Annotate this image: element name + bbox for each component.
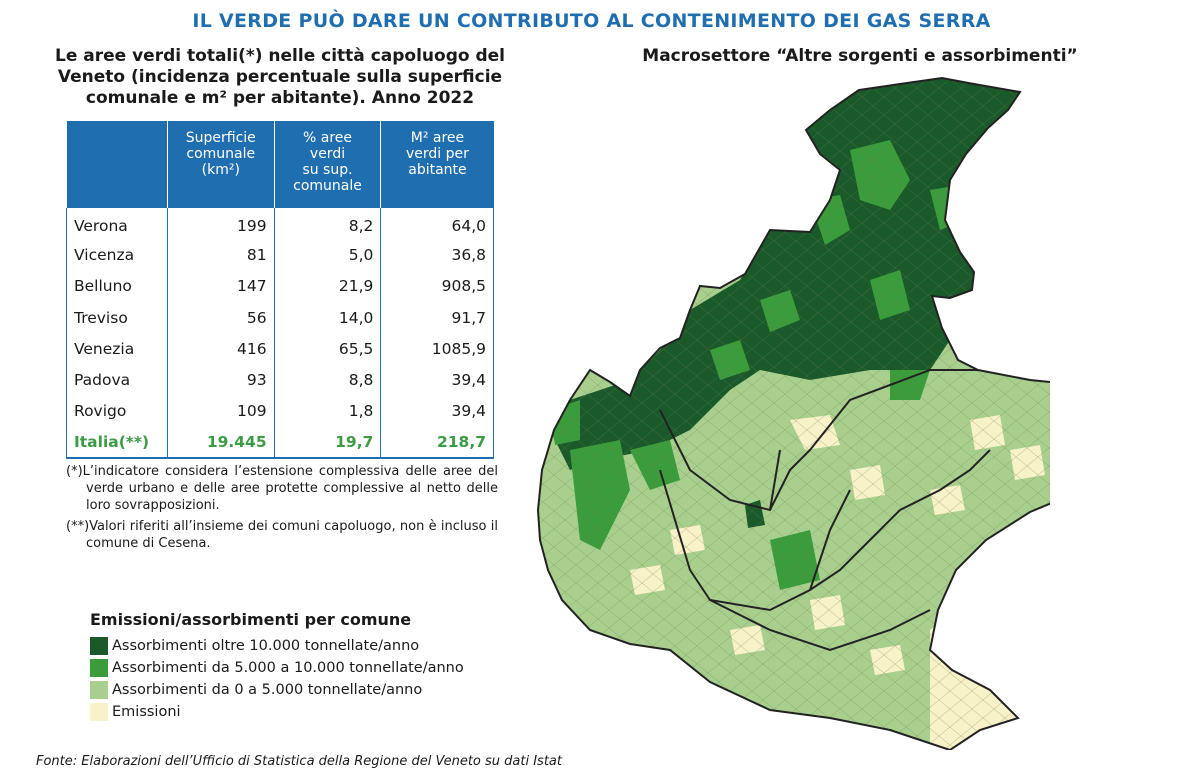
cell-green-m2: 39,4 [380,364,494,396]
cell-green-pct: 8,8 [274,364,382,396]
column-header-green-m2: M² aree verdi per abitante [380,121,494,208]
table-row: Verona 199 8,2 64,0 [66,208,494,240]
legend-swatch [90,681,108,699]
cell-green-pct: 8,2 [274,208,382,240]
legend-item: Assorbimenti oltre 10.000 tonnellate/ann… [90,635,464,657]
veneto-map [536,76,1050,750]
cell-surface: 147 [167,270,275,302]
cell-surface: 416 [167,333,275,365]
table-row: Belluno 147 21,9 908,5 [66,270,494,302]
green-areas-table: Superficie comunale (km²) % aree verdi s… [66,121,494,460]
table-row-total: Italia(**) 19.445 19,7 218,7 [66,427,494,460]
footnote-2: (**)Valori riferiti all’insieme dei comu… [66,519,498,551]
legend-title: Emissioni/assorbimenti per comune [90,610,412,629]
cell-city: Rovigo [66,395,168,428]
legend-item: Assorbimenti da 5.000 a 10.000 tonnellat… [90,657,464,679]
cell-surface: 81 [167,239,275,271]
table-row: Venezia 416 65,5 1085,9 [66,333,494,365]
cell-city: Vicenza [66,239,168,271]
cell-green-pct: 19,7 [274,427,382,460]
source-note: Fonte: Elaborazioni dell’Ufficio di Stat… [36,754,562,769]
legend-label: Assorbimenti oltre 10.000 tonnellate/ann… [112,638,420,654]
cell-surface: 19.445 [167,427,275,460]
cell-city: Verona [66,208,168,240]
cell-city: Padova [66,364,168,396]
cell-green-pct: 5,0 [274,239,382,271]
legend-item: Assorbimenti da 0 a 5.000 tonnellate/ann… [90,679,464,701]
main-title: IL VERDE PUÒ DARE UN CONTRIBUTO AL CONTE… [192,10,991,32]
legend-label: Emissioni [112,704,181,720]
cell-green-m2: 908,5 [380,270,494,302]
cell-surface: 56 [167,301,275,334]
table-row: Rovigo 109 1,8 39,4 [66,395,494,428]
legend-item: Emissioni [90,701,464,723]
cell-green-pct: 65,5 [274,333,382,365]
legend-label: Assorbimenti da 0 a 5.000 tonnellate/ann… [112,682,423,698]
map-title: Macrosettore “Altre sorgenti e assorbime… [642,46,1078,66]
legend-swatch [90,703,108,721]
cell-city: Venezia [66,333,168,365]
cell-green-m2: 218,7 [380,427,494,460]
table-row: Treviso 56 14,0 91,7 [66,301,494,334]
cell-city: Treviso [66,301,168,334]
table-row: Vicenza 81 5,0 36,8 [66,239,494,271]
table-title: Le aree verdi totali(*) nelle città capo… [54,46,505,108]
column-header-green-pct: % aree verdi su sup. comunale [274,121,382,208]
legend-label: Assorbimenti da 5.000 a 10.000 tonnellat… [112,660,464,676]
cell-surface: 93 [167,364,275,396]
cell-surface: 109 [167,395,275,428]
cell-green-pct: 1,8 [274,395,382,428]
cell-green-pct: 14,0 [274,301,382,334]
cell-green-pct: 21,9 [274,270,382,302]
table-row: Padova 93 8,8 39,4 [66,364,494,396]
column-header-city [66,121,168,208]
legend-swatch [90,637,108,655]
cell-green-m2: 1085,9 [380,333,494,365]
cell-green-m2: 36,8 [380,239,494,271]
cell-green-m2: 91,7 [380,301,494,334]
cell-green-m2: 64,0 [380,208,494,240]
legend-swatch [90,659,108,677]
cell-city: Italia(**) [66,427,168,460]
cell-green-m2: 39,4 [380,395,494,428]
footnote-1: (*)L’indicatore considera l’estensione c… [66,464,498,513]
cell-city: Belluno [66,270,168,302]
cell-surface: 199 [167,208,275,240]
column-header-surface: Superficie comunale (km²) [167,121,275,208]
map-legend: Emissioni/assorbimenti per comune Assorb… [90,610,464,723]
